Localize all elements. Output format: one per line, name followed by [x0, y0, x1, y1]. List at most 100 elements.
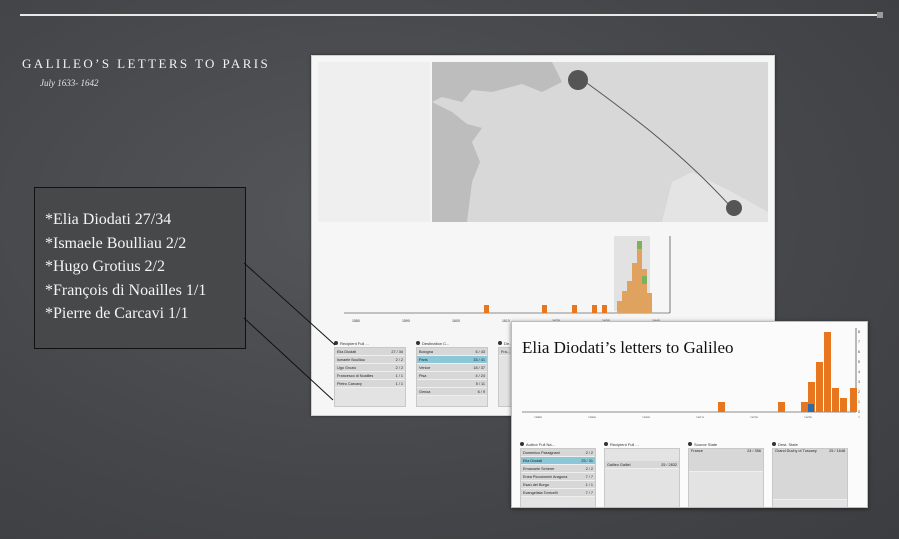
y-tick-label: 7 [858, 340, 860, 344]
list-item[interactable]: Ugo Grozio 2 / 2 [335, 364, 405, 372]
panel-recipient: Recipient Full ... Galileo Galilei 25 / 2… [604, 440, 680, 507]
panel-list[interactable]: Bologna 6 / 43 Paris 33 / 41 Venice 18 / 37… [416, 347, 488, 407]
list-item[interactable]: Ismaele Boulliau 2 / 2 [335, 356, 405, 364]
origin-marker[interactable] [568, 70, 588, 90]
panel-toggle-icon[interactable] [416, 341, 420, 345]
histogram-bar [632, 263, 637, 313]
row-count: 1 / 1 [585, 482, 593, 487]
y-tick-label: 5 [858, 360, 860, 364]
panel-toggle-icon[interactable] [334, 341, 338, 345]
tick-label: 1640 [858, 416, 860, 418]
list-item[interactable]: Galileo Galilei 25 / 2832 [605, 461, 679, 469]
row-count: 4 / 24 [475, 373, 486, 378]
tick-label: 1580 [352, 319, 360, 323]
row-count: 33 / 41 [473, 357, 485, 362]
map-view[interactable] [432, 62, 768, 222]
list-item[interactable]: Grand Duchy of Tuscany 25 / 1648 [773, 449, 847, 500]
row-count: 25 / 1648 [829, 449, 845, 453]
histogram-bar [572, 305, 577, 313]
list-item[interactable]: Evangelista Torricelli 7 / 7 [521, 489, 595, 497]
histogram-bar [718, 402, 725, 412]
histogram-bar [824, 332, 831, 412]
list-item[interactable]: Domenico Passignani 2 / 2 [521, 449, 595, 457]
list-item[interactable]: Venice 18 / 37 [417, 364, 487, 372]
list-item[interactable]: Emanuele Scherer 2 / 2 [521, 465, 595, 473]
row-name: France [691, 449, 703, 453]
histogram-bar [627, 281, 632, 313]
panel-list[interactable]: Grand Duchy of Tuscany 25 / 1648 [772, 448, 848, 507]
panel-list[interactable]: France 24 / 356 [688, 448, 764, 507]
histogram-bar [816, 362, 823, 412]
row-name: Paris [419, 357, 428, 362]
recipient-item: *Elia Diodati 27/34 [45, 211, 172, 228]
histogram-bar [484, 305, 489, 313]
y-tick-label: 3 [858, 380, 860, 384]
panel-title: Source State [694, 441, 718, 447]
row-name: Elia Diodati [337, 349, 357, 354]
row-count: 2 / 2 [585, 450, 593, 455]
panel-toggle-icon[interactable] [604, 442, 608, 446]
left-blank-area [318, 62, 430, 222]
y-tick-label: 4 [858, 370, 860, 374]
row-name: Francesco di Noailles [337, 373, 374, 378]
list-item[interactable]: Bologna 6 / 43 [417, 348, 487, 356]
row-name: Ugo Grozio [337, 365, 357, 370]
histogram-bar [778, 402, 785, 412]
panel-toggle-icon[interactable] [688, 442, 692, 446]
row-name: Elia Diodati [523, 458, 543, 463]
row-count: 1 / 1 [395, 373, 403, 378]
row-count: 2 / 2 [585, 466, 593, 471]
panel-source-state: Source State France 24 / 356 [688, 440, 764, 507]
panel-toggle-icon[interactable] [772, 442, 776, 446]
list-item[interactable]: Elia Diodati 27 / 34 [335, 348, 405, 356]
list-item-selected[interactable]: Elia Diodati 25 / 31 [521, 457, 595, 465]
row-count: 2 / 2 [395, 365, 403, 370]
row-count: 7 / 7 [585, 490, 593, 495]
row-name: Grand Duchy of Tuscany [775, 449, 817, 453]
histogram-bar-highlight [642, 276, 647, 284]
histogram-bar [850, 388, 857, 412]
row-count: 1 / 1 [395, 381, 403, 386]
list-item[interactable]: Esaù del Borgo 1 / 1 [521, 481, 595, 489]
list-item[interactable]: 5 / 11 [417, 380, 487, 388]
diodati-histogram[interactable]: 1580 1590 1600 1610 1620 1630 1640 0 1 2 3 4 5 6 7 8 [520, 328, 860, 418]
slide-subtitle: July 1633- 1642 [40, 78, 99, 88]
list-item[interactable]: Genoa 6 / 9 [417, 388, 487, 396]
list-item[interactable]: France 24 / 356 [689, 449, 763, 472]
y-tick-label: 0 [858, 410, 860, 414]
list-item[interactable]: Francesco di Noailles 1 / 1 [335, 372, 405, 380]
timeline-histogram[interactable]: 1580159016001610162016301640 [334, 236, 674, 326]
tick-label: 1620 [750, 416, 758, 418]
panel-toggle-icon[interactable] [520, 442, 524, 446]
row-count: 2 / 2 [395, 357, 403, 362]
panel-title: Recipient Full ... [610, 441, 639, 447]
panel-list[interactable]: Galileo Galilei 25 / 2832 [604, 448, 680, 507]
histogram-bar [647, 293, 652, 313]
panel-title: Author Full Na... [526, 441, 555, 447]
panel-destination: Destination C... Bologna 6 / 43 Paris 33 /… [416, 339, 488, 407]
destination-marker[interactable] [726, 200, 742, 216]
row-count: 24 / 356 [747, 449, 761, 453]
row-count: 6 / 43 [475, 349, 486, 354]
list-item[interactable]: Enea Piccolomini Aragona 7 / 7 [521, 473, 595, 481]
tick-label: 1630 [804, 416, 812, 418]
y-tick-label: 8 [858, 330, 860, 334]
tick-label: 1610 [502, 319, 510, 323]
connector-line-lower [243, 317, 334, 401]
recipient-item: *François di Noailles 1/1 [45, 281, 207, 299]
histogram-bar [642, 269, 647, 313]
row-name: Evangelista Torricelli [523, 490, 558, 495]
panel-list[interactable]: Domenico Passignani 2 / 2 Elia Diodati 25 … [520, 448, 596, 507]
panel-toggle-icon[interactable] [498, 341, 502, 345]
row-count: 6 / 9 [477, 389, 485, 394]
row-name: Emanuele Scherer [523, 466, 555, 471]
list-item[interactable]: Pietro Carcavy 1 / 1 [335, 380, 405, 388]
panel-list[interactable]: Elia Diodati 27 / 34 Ismaele Boulliau 2 / … [334, 347, 406, 407]
row-name: Bologna [419, 349, 433, 354]
list-item-selected[interactable]: Paris 33 / 41 [417, 356, 487, 364]
row-name: Esaù del Borgo [523, 482, 549, 487]
list-item[interactable]: Pisa 4 / 24 [417, 372, 487, 380]
row-count: 7 / 7 [585, 474, 593, 479]
histogram-bar [542, 305, 547, 313]
recipient-item: *Hugo Grotius 2/2 [45, 258, 165, 275]
